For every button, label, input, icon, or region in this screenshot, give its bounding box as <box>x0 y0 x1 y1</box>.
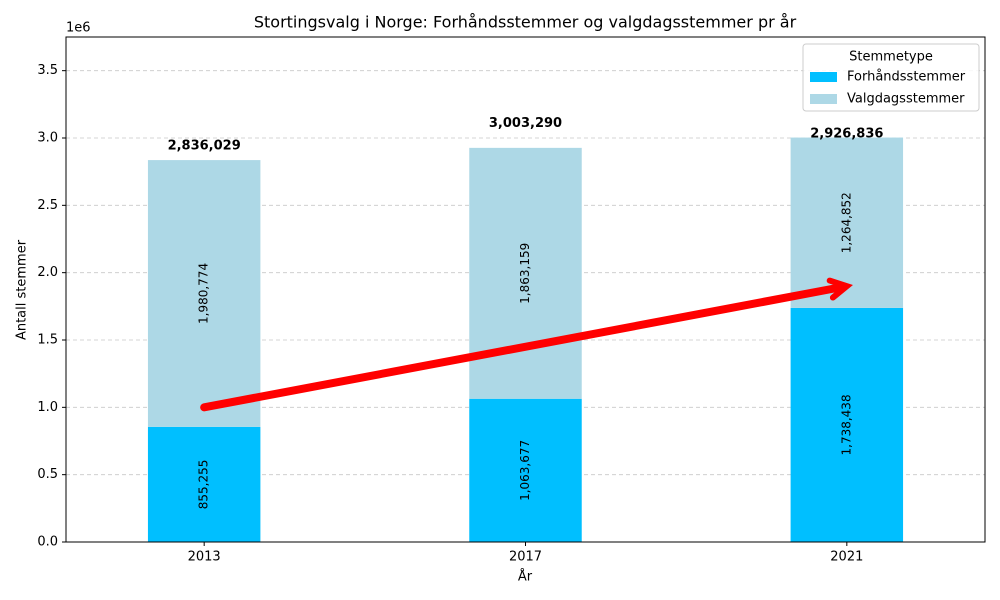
legend-box <box>802 43 980 112</box>
segment-value-label: 1,738,438 <box>839 394 853 455</box>
y-axis-label: Antall stemmer <box>15 239 30 340</box>
chart-title: Stortingsvalg i Norge: Forhåndsstemmer o… <box>254 13 797 32</box>
bar-segment <box>790 137 904 308</box>
bar-segment <box>147 426 261 542</box>
legend-swatch <box>810 72 837 82</box>
trend-arrow <box>200 277 853 412</box>
bar-segment <box>469 398 582 542</box>
legend-label: Forhåndsstemmer <box>847 70 966 85</box>
arrow-head <box>826 277 853 301</box>
legend-swatch <box>810 94 837 104</box>
x-tick-label: 2013 <box>188 550 221 565</box>
segment-value-label: 855,255 <box>197 460 211 510</box>
y-offset-label: 1e6 <box>66 21 91 36</box>
segment-value-label: 1,980,774 <box>197 263 211 324</box>
bar-segment <box>147 160 261 427</box>
total-label: 2,836,029 <box>168 139 241 154</box>
y-tick-label: 0.5 <box>37 467 58 482</box>
segment-value-label: 1,063,677 <box>518 440 532 501</box>
bar-segment <box>790 307 904 542</box>
y-tick-label: 1.5 <box>37 333 58 348</box>
segment-value-label: 1,863,159 <box>518 243 532 304</box>
y-tick-label: 2.5 <box>37 198 58 213</box>
y-tick-label: 0.0 <box>37 535 58 550</box>
x-axis-label: År <box>518 569 533 585</box>
legend-label: Valgdagsstemmer <box>847 92 965 107</box>
y-tick-label: 2.0 <box>37 265 58 280</box>
x-tick-label: 2017 <box>509 550 542 565</box>
plot-frame <box>65 36 986 543</box>
total-label: 2,926,836 <box>810 126 883 141</box>
arrow-shaft <box>200 283 845 412</box>
y-tick-label: 1.0 <box>37 400 58 415</box>
segment-value-label: 1,264,852 <box>839 192 853 253</box>
total-label: 3,003,290 <box>489 116 562 131</box>
y-tick-label: 3.0 <box>37 131 58 146</box>
y-tick-label: 3.5 <box>37 63 58 78</box>
legend-title: Stemmetype <box>849 50 933 65</box>
x-tick-label: 2021 <box>830 550 863 565</box>
